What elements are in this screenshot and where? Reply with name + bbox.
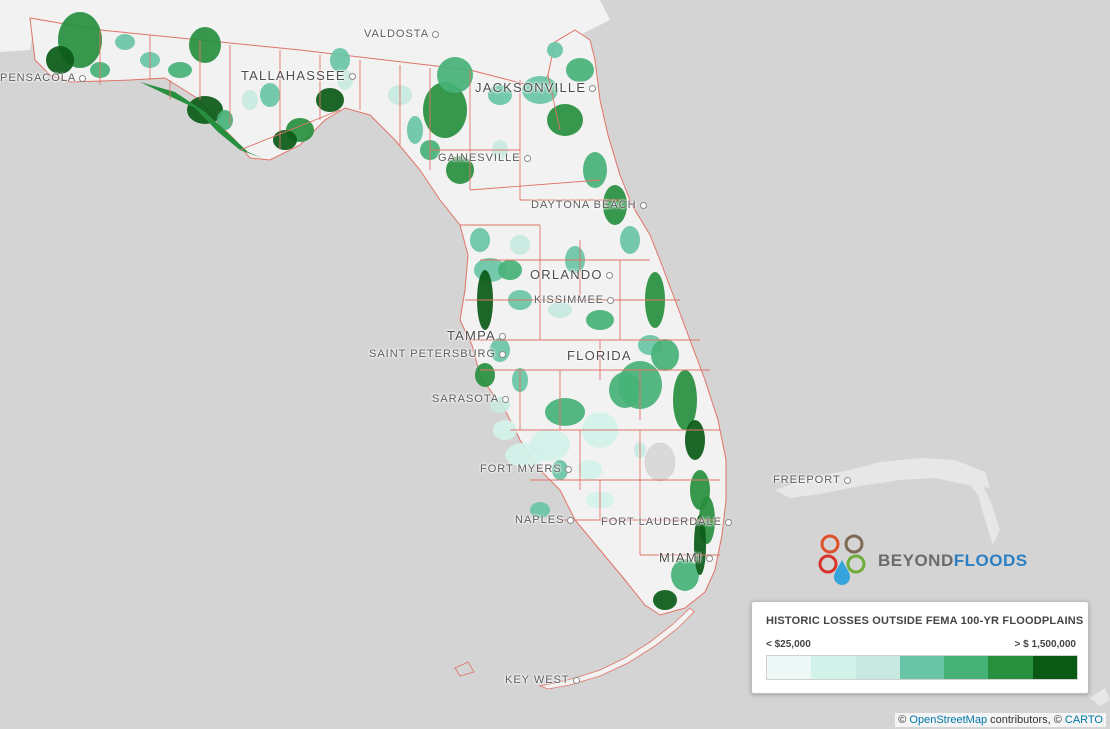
city-label-tampa: TAMPA [447, 328, 506, 343]
beyond-floods-logo-text: BEYONDFLOODS [878, 551, 1028, 570]
loss-area-patch [548, 302, 572, 318]
city-label-naples: NAPLES [515, 514, 575, 526]
legend-min-label: < $25,000 [766, 639, 811, 650]
loss-area-patch [586, 310, 614, 330]
map-legend: HISTORIC LOSSES OUTSIDE FEMA 100-YR FLOO… [751, 601, 1089, 694]
loss-area-patch [189, 27, 221, 63]
loss-area-patch [510, 235, 530, 255]
city-label-fort-lauderdale: FORT LAUDERDALE [601, 516, 732, 528]
openstreetmap-link[interactable]: OpenStreetMap [909, 714, 988, 726]
loss-area-patch [566, 58, 594, 82]
legend-title: HISTORIC LOSSES OUTSIDE FEMA 100-YR FLOO… [766, 615, 1084, 627]
loss-area-patch [552, 460, 568, 480]
loss-area-patch [446, 156, 474, 184]
bahamas-grand-bahama [775, 458, 990, 498]
loss-area-patch [330, 48, 350, 72]
dry-tortugas [454, 661, 475, 677]
city-label-miami: MIAMI [659, 550, 713, 565]
loss-area-patch [260, 83, 280, 107]
city-label-pensacola: PENSACOLA [0, 72, 87, 84]
carto-link[interactable]: CARTO [1064, 714, 1103, 726]
florida-landmass [29, 17, 727, 616]
loss-area-patch [673, 370, 697, 430]
loss-area-patch [115, 34, 135, 50]
city-label-gainesville: GAINESVILLE [438, 152, 531, 164]
legend-color-ramp [766, 655, 1078, 680]
city-label-saint-petersburg: SAINT PETERSBURG [369, 348, 507, 360]
county-boundary [239, 109, 341, 151]
legend-swatch [1032, 656, 1077, 679]
county-boundary [547, 74, 561, 131]
loss-area-patch [653, 590, 677, 610]
loss-area-patch [316, 88, 344, 112]
loss-area-patch [242, 90, 258, 110]
loss-area-patch [694, 515, 706, 575]
loss-area-patch [273, 130, 297, 150]
bahamas-small-island [1090, 688, 1110, 706]
loss-area-patch [407, 116, 423, 144]
loss-area-patch [423, 82, 467, 138]
city-label-freeport: FREEPORT [773, 474, 851, 486]
loss-area-patch [437, 57, 473, 93]
florida-keys [538, 607, 695, 690]
loss-area-patch [475, 363, 495, 387]
loss-area-patch [685, 420, 705, 460]
county-boundary [469, 179, 601, 191]
legend-swatch [767, 656, 812, 679]
loss-area-coastal-strip [140, 82, 262, 158]
loss-area-patch [547, 42, 563, 58]
city-label-key-west: KEY WEST [505, 674, 580, 686]
loss-area-patch [187, 96, 223, 124]
loss-area-patch [603, 185, 627, 225]
legend-swatch [811, 656, 856, 679]
beyond-floods-logo-icon [818, 534, 866, 585]
loss-area-patch [217, 110, 233, 130]
city-label-kissimmee: KISSIMMEE [534, 294, 615, 306]
map-attribution: © OpenStreetMap contributors, © CARTO [895, 713, 1106, 727]
loss-area-patch [620, 226, 640, 254]
loss-area-patch [545, 398, 585, 426]
loss-area-patch [583, 152, 607, 188]
loss-area-patch [671, 559, 699, 591]
city-label-sarasota: SARASOTA [432, 393, 510, 405]
loss-area-patch [530, 502, 550, 518]
loss-area-patch [488, 85, 512, 105]
lake-okeechobee [644, 442, 676, 482]
region-label-florida: FLORIDA [567, 348, 632, 363]
legend-swatch [855, 656, 900, 679]
loss-area-patch [470, 228, 490, 252]
city-label-fort-myers: FORT MYERS [480, 463, 572, 475]
city-label-tallahassee: TALLAHASSEE [241, 68, 356, 83]
bahamas-abaco [955, 460, 1000, 545]
loss-area-patch [505, 443, 545, 467]
legend-swatch [899, 656, 945, 679]
loss-area-patch [522, 76, 558, 104]
loss-area-patch [168, 62, 192, 78]
loss-area-patch [498, 260, 522, 280]
legend-swatch [988, 656, 1033, 679]
loss-area-patch [609, 372, 641, 408]
loss-area-patch [547, 104, 583, 136]
loss-area-patch [46, 46, 74, 74]
legend-swatch [944, 656, 989, 679]
city-label-valdosta: VALDOSTA [364, 28, 440, 40]
loss-area-patch [651, 339, 679, 371]
legend-max-label: > $ 1,500,000 [1014, 639, 1076, 650]
city-label-orlando: ORLANDO [530, 267, 613, 282]
city-label-daytona-beach: DAYTONA BEACH [531, 199, 647, 211]
loss-area-patch [493, 420, 517, 440]
loss-area-patch [578, 460, 602, 480]
city-label-jacksonville: JACKSONVILLE [475, 80, 597, 95]
